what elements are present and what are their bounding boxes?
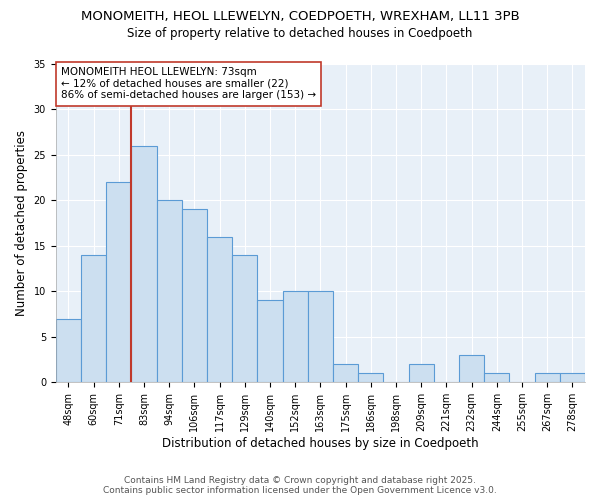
Bar — [560, 373, 585, 382]
Bar — [257, 300, 283, 382]
Bar — [131, 146, 157, 382]
Bar — [81, 255, 106, 382]
Bar — [182, 210, 207, 382]
Text: Size of property relative to detached houses in Coedpoeth: Size of property relative to detached ho… — [127, 28, 473, 40]
Bar — [484, 373, 509, 382]
Bar — [308, 292, 333, 382]
Bar — [358, 373, 383, 382]
Text: MONOMEITH, HEOL LLEWELYN, COEDPOETH, WREXHAM, LL11 3PB: MONOMEITH, HEOL LLEWELYN, COEDPOETH, WRE… — [80, 10, 520, 23]
Bar — [157, 200, 182, 382]
Bar — [459, 355, 484, 382]
Bar — [409, 364, 434, 382]
Bar — [232, 255, 257, 382]
Bar — [283, 292, 308, 382]
Bar — [535, 373, 560, 382]
Y-axis label: Number of detached properties: Number of detached properties — [15, 130, 28, 316]
Text: Contains HM Land Registry data © Crown copyright and database right 2025.
Contai: Contains HM Land Registry data © Crown c… — [103, 476, 497, 495]
Text: MONOMEITH HEOL LLEWELYN: 73sqm
← 12% of detached houses are smaller (22)
86% of : MONOMEITH HEOL LLEWELYN: 73sqm ← 12% of … — [61, 67, 316, 100]
Bar — [106, 182, 131, 382]
Bar — [207, 236, 232, 382]
Bar — [333, 364, 358, 382]
X-axis label: Distribution of detached houses by size in Coedpoeth: Distribution of detached houses by size … — [162, 437, 479, 450]
Bar — [56, 318, 81, 382]
